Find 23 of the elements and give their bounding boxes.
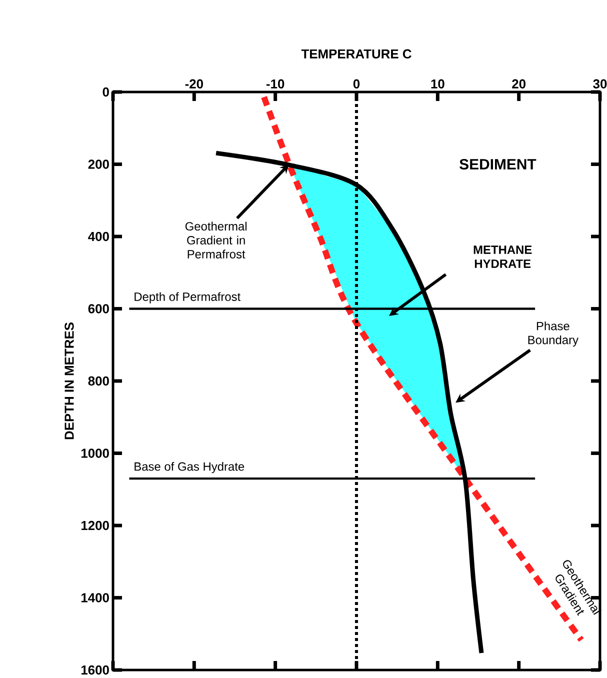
ref-line-label: Base of Gas Hydrate — [134, 462, 244, 474]
x-tick-label: 10 — [431, 79, 444, 88]
annotation: Geothermal Gradient in Permafrost — [185, 222, 247, 258]
y-tick-label: 1600 — [81, 665, 109, 675]
y-tick-label: 0 — [102, 87, 109, 97]
annotation: Phase Boundary — [528, 322, 578, 347]
y-tick-label: 1000 — [81, 448, 109, 458]
y-tick-label: 600 — [88, 304, 109, 314]
y-tick-label: 800 — [88, 376, 109, 386]
y-tick-label: 1400 — [81, 593, 109, 602]
y-tick-label: 200 — [88, 160, 109, 169]
y-tick-label: 400 — [88, 232, 109, 242]
y-tick-label: 1200 — [81, 520, 109, 530]
x-tick-label: 20 — [512, 79, 526, 88]
x-axis-title: TEMPERATURE C — [301, 49, 412, 58]
annotation: SEDIMENT — [460, 158, 536, 170]
x-tick-label: -20 — [185, 79, 203, 88]
annotation: METHANE HYDRATE — [474, 246, 532, 268]
ref-line-label: Depth of Permafrost — [134, 292, 241, 304]
x-tick-label: 0 — [353, 79, 360, 88]
x-tick-label: -10 — [266, 79, 284, 88]
y-axis-title: DEPTH IN METRES — [64, 322, 74, 440]
x-tick-label: 30 — [593, 79, 607, 88]
